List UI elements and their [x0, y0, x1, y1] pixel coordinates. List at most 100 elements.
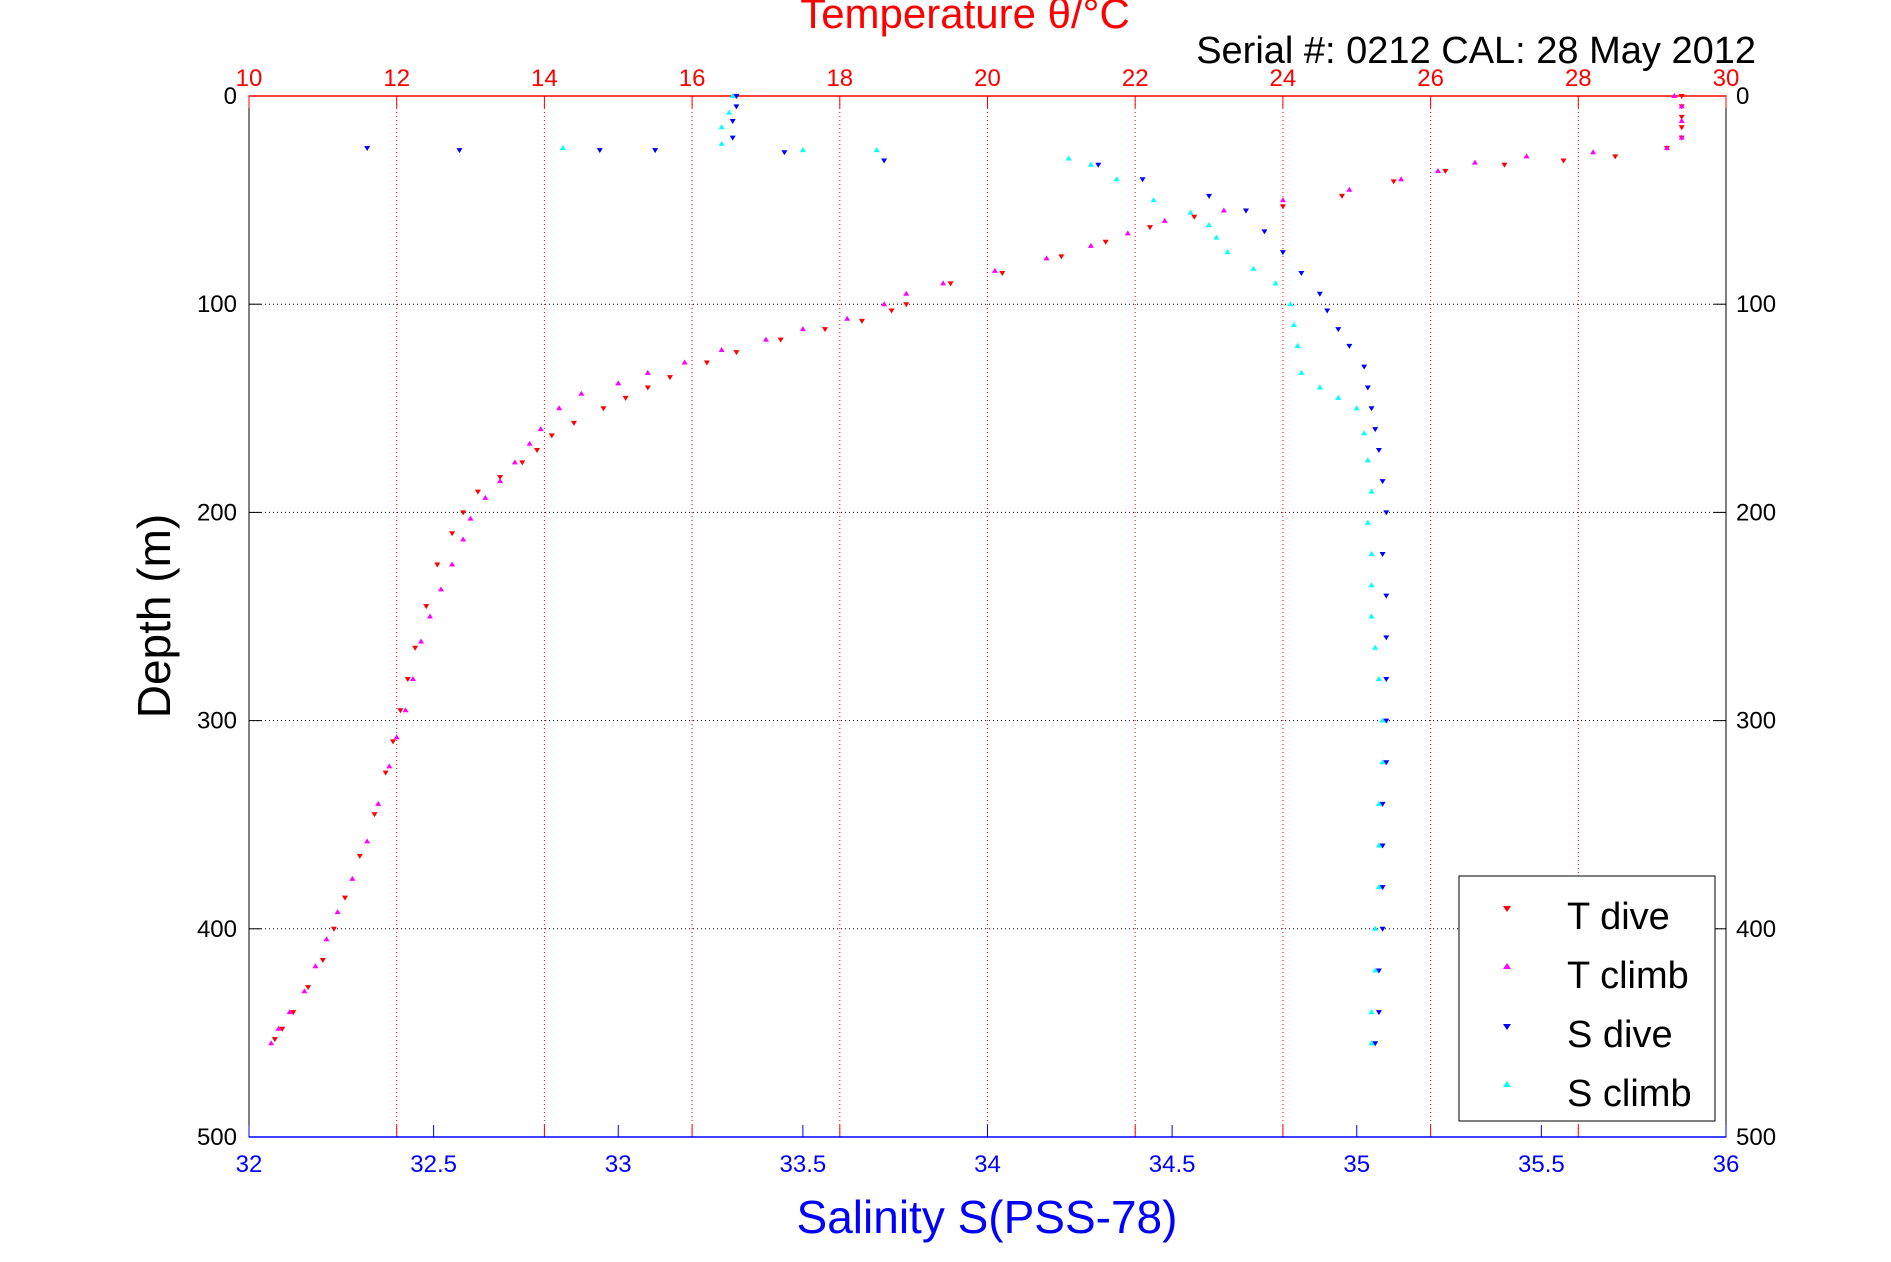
data-point-t-dive — [412, 645, 419, 651]
data-point-t-dive — [519, 460, 526, 466]
data-point-s-climb — [1113, 176, 1120, 182]
data-point-s-climb — [1368, 1009, 1375, 1015]
data-point-t-dive — [397, 708, 404, 714]
data-point-s-dive — [364, 146, 371, 152]
data-point-s-climb — [1361, 430, 1368, 436]
data-point-s-dive — [1383, 593, 1390, 599]
data-point-t-dive — [279, 1026, 286, 1032]
data-point-s-climb — [1375, 675, 1382, 681]
salinity-tick-label: 33.5 — [780, 1151, 827, 1178]
depth-tick-label-right: 400 — [1736, 916, 1776, 943]
series-t-climb — [268, 93, 1685, 1046]
data-point-t-climb — [940, 280, 947, 286]
data-point-s-climb — [1364, 457, 1371, 463]
data-point-s-climb — [1379, 717, 1386, 723]
data-point-s-climb — [873, 147, 880, 153]
data-point-s-climb — [1368, 613, 1375, 619]
data-point-t-climb — [393, 734, 400, 740]
data-point-s-climb — [1372, 967, 1379, 973]
data-point-t-dive — [382, 770, 389, 776]
series-s-climb — [559, 93, 1386, 1046]
data-point-s-climb — [1087, 161, 1094, 167]
legend-entry-t-dive: T dive — [1503, 896, 1670, 938]
data-point-t-dive — [1612, 154, 1619, 160]
data-point-s-dive — [1364, 385, 1371, 391]
salinity-tick-label: 34.5 — [1149, 1151, 1196, 1178]
data-point-t-climb — [375, 800, 382, 806]
data-point-t-climb — [386, 763, 393, 769]
data-point-t-climb — [449, 561, 456, 567]
depth-tick-label-left: 0 — [224, 83, 237, 110]
data-point-s-dive — [1383, 760, 1390, 766]
data-point-t-climb — [537, 426, 544, 432]
data-point-t-dive — [1338, 193, 1345, 199]
legend-label-t-climb: T climb — [1567, 955, 1689, 997]
data-points — [268, 93, 1685, 1047]
data-point-s-dive — [1383, 676, 1390, 682]
data-point-s-dive — [1383, 718, 1390, 724]
depth-tick-label-left: 500 — [197, 1124, 237, 1151]
salinity-tick-label: 32.5 — [410, 1151, 457, 1178]
data-point-t-climb — [334, 909, 341, 915]
legend-marker-t-dive — [1503, 906, 1511, 912]
data-point-s-dive — [881, 158, 888, 164]
data-point-t-dive — [1146, 225, 1153, 231]
data-point-t-dive — [903, 302, 910, 308]
legend-entry-s-climb: S climb — [1503, 1073, 1692, 1115]
data-point-t-climb — [718, 347, 725, 353]
data-point-t-dive — [330, 926, 337, 932]
data-point-s-dive — [1379, 926, 1386, 932]
data-point-s-climb — [1379, 759, 1386, 765]
data-point-s-dive — [733, 94, 740, 99]
depth-tick-label-right: 300 — [1736, 708, 1776, 735]
data-point-t-climb — [1434, 167, 1441, 173]
salinity-tick-label: 35.5 — [1518, 1151, 1565, 1178]
data-point-t-dive — [460, 510, 467, 516]
data-point-s-climb — [1213, 234, 1220, 240]
data-point-s-dive — [1379, 885, 1386, 891]
data-point-s-climb — [1287, 301, 1294, 307]
depth-tick-label-left: 200 — [197, 499, 237, 526]
data-point-s-dive — [1372, 427, 1379, 433]
data-point-t-dive — [1678, 125, 1685, 131]
data-point-t-dive — [434, 562, 441, 568]
data-point-s-dive — [1261, 229, 1268, 235]
data-point-t-climb — [511, 459, 518, 465]
data-point-t-climb — [799, 326, 806, 332]
data-point-t-dive — [390, 739, 397, 745]
depth-tick-label-right: 100 — [1736, 291, 1776, 318]
serial-calibration-annotation: Serial #: 0212 CAL: 28 May 2012 — [1196, 30, 1756, 72]
legend-label-t-dive: T dive — [1567, 896, 1670, 938]
data-point-t-climb — [578, 390, 585, 396]
data-point-t-dive — [290, 1010, 297, 1016]
data-point-t-dive — [999, 270, 1006, 276]
data-point-t-climb — [991, 267, 998, 273]
depth-tick-label-left: 300 — [197, 708, 237, 735]
data-point-t-dive — [1102, 239, 1109, 245]
data-point-t-dive — [1442, 168, 1449, 174]
data-point-t-climb — [1398, 176, 1405, 182]
data-point-s-dive — [1379, 479, 1386, 485]
data-point-t-dive — [888, 308, 895, 314]
data-point-t-climb — [615, 380, 622, 386]
data-point-s-dive — [1375, 1010, 1382, 1016]
legend-marker-s-dive — [1503, 1024, 1511, 1030]
data-point-s-dive — [733, 104, 740, 110]
data-point-t-climb — [1346, 186, 1353, 192]
legend-label-s-dive: S dive — [1567, 1014, 1673, 1056]
data-point-s-dive — [1139, 177, 1146, 183]
grid-lines — [249, 96, 1726, 1137]
data-point-t-climb — [460, 536, 467, 542]
data-point-s-dive — [1206, 193, 1213, 199]
temperature-tick-label: 28 — [1565, 65, 1592, 92]
data-point-s-climb — [1187, 209, 1194, 215]
salinity-tick-label: 32 — [236, 1151, 263, 1178]
data-point-t-climb — [1043, 255, 1050, 261]
data-point-s-dive — [1316, 291, 1323, 297]
data-point-t-climb — [1087, 242, 1094, 248]
data-point-s-dive — [1279, 250, 1286, 256]
depth-tick-label-right: 500 — [1736, 1124, 1776, 1151]
series-t-dive — [271, 94, 1685, 1043]
data-point-t-dive — [733, 350, 740, 356]
